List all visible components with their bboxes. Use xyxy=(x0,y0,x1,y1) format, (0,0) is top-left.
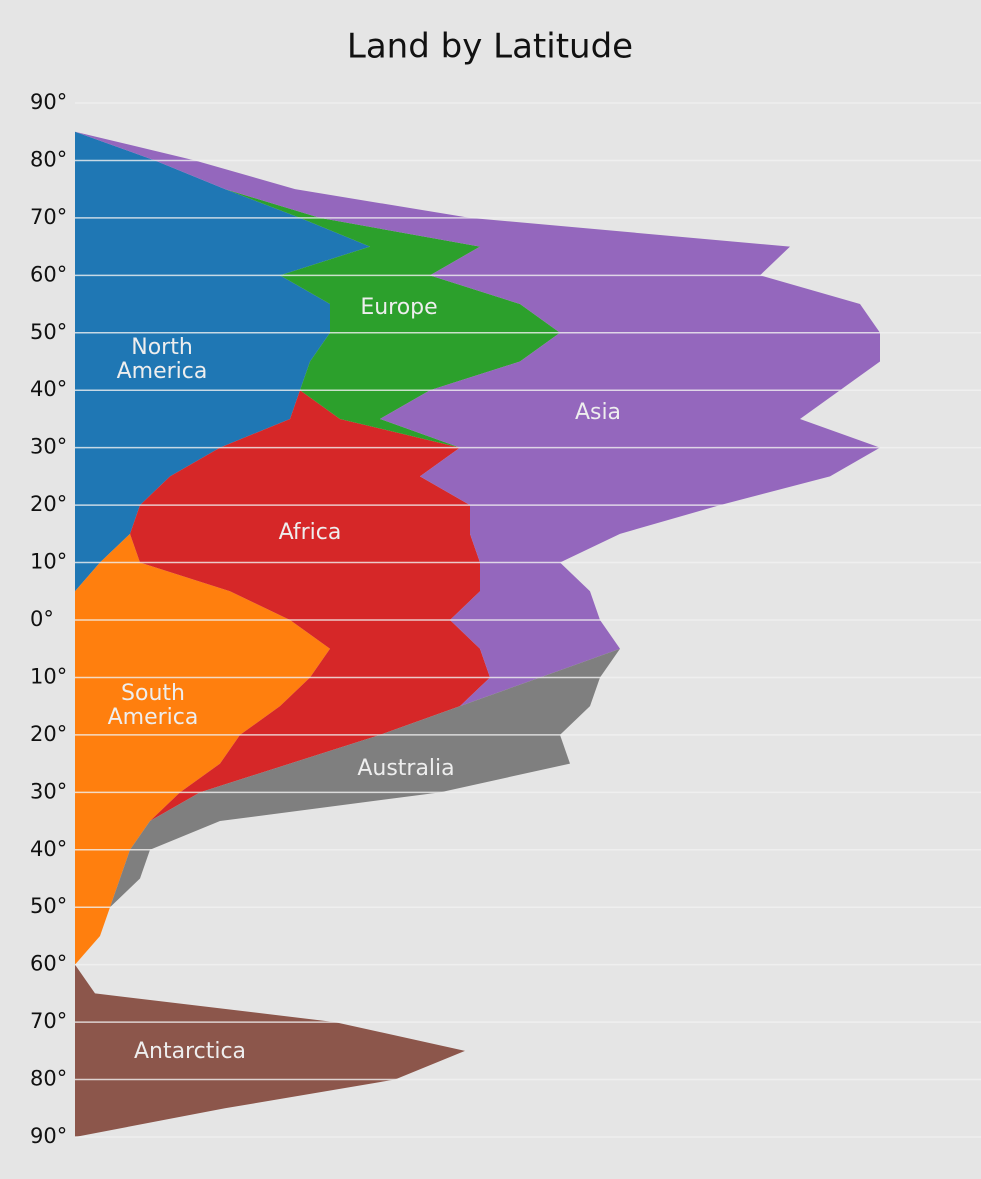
y-tick-label: 50° xyxy=(30,320,67,344)
series-label: Antarctica xyxy=(134,1039,246,1064)
y-tick-label: 40° xyxy=(30,377,67,401)
series-label: Australia xyxy=(357,756,454,781)
y-tick-label: 90° xyxy=(30,90,67,114)
label-line: North xyxy=(131,335,193,360)
y-tick-label: 30° xyxy=(30,435,67,459)
y-tick-label: 70° xyxy=(30,1009,67,1033)
y-tick-label: 70° xyxy=(30,205,67,229)
series-label: South America xyxy=(108,681,199,730)
y-tick-label: 40° xyxy=(30,837,67,861)
y-tick-label: 80° xyxy=(30,147,67,171)
chart-title: Land by Latitude xyxy=(347,27,633,67)
y-tick-label: 80° xyxy=(30,1067,67,1091)
area xyxy=(75,131,370,1137)
y-tick-label: 90° xyxy=(30,1124,67,1148)
y-tick-label: 0° xyxy=(30,607,54,631)
label-line: America xyxy=(108,705,199,730)
y-tick-label: 20° xyxy=(30,492,67,516)
y-tick-label: 10° xyxy=(30,550,67,574)
y-tick-label: 20° xyxy=(30,722,67,746)
y-tick-label: 60° xyxy=(30,952,67,976)
y-tick-label: 30° xyxy=(30,779,67,803)
y-tick-label: 50° xyxy=(30,894,67,918)
area xyxy=(75,131,880,1137)
area xyxy=(75,131,880,1137)
series-label: Africa xyxy=(279,520,342,545)
series-label: Europe xyxy=(360,295,437,320)
areas xyxy=(75,131,880,1137)
series-label: Asia xyxy=(575,400,621,425)
area xyxy=(75,131,560,1137)
y-tick-label: 10° xyxy=(30,664,67,688)
label-line: America xyxy=(117,359,208,384)
area xyxy=(75,131,370,1137)
label-line: South xyxy=(121,681,185,706)
y-tick-label: 60° xyxy=(30,262,67,286)
area xyxy=(75,131,490,1137)
series-label: North America xyxy=(117,335,208,384)
